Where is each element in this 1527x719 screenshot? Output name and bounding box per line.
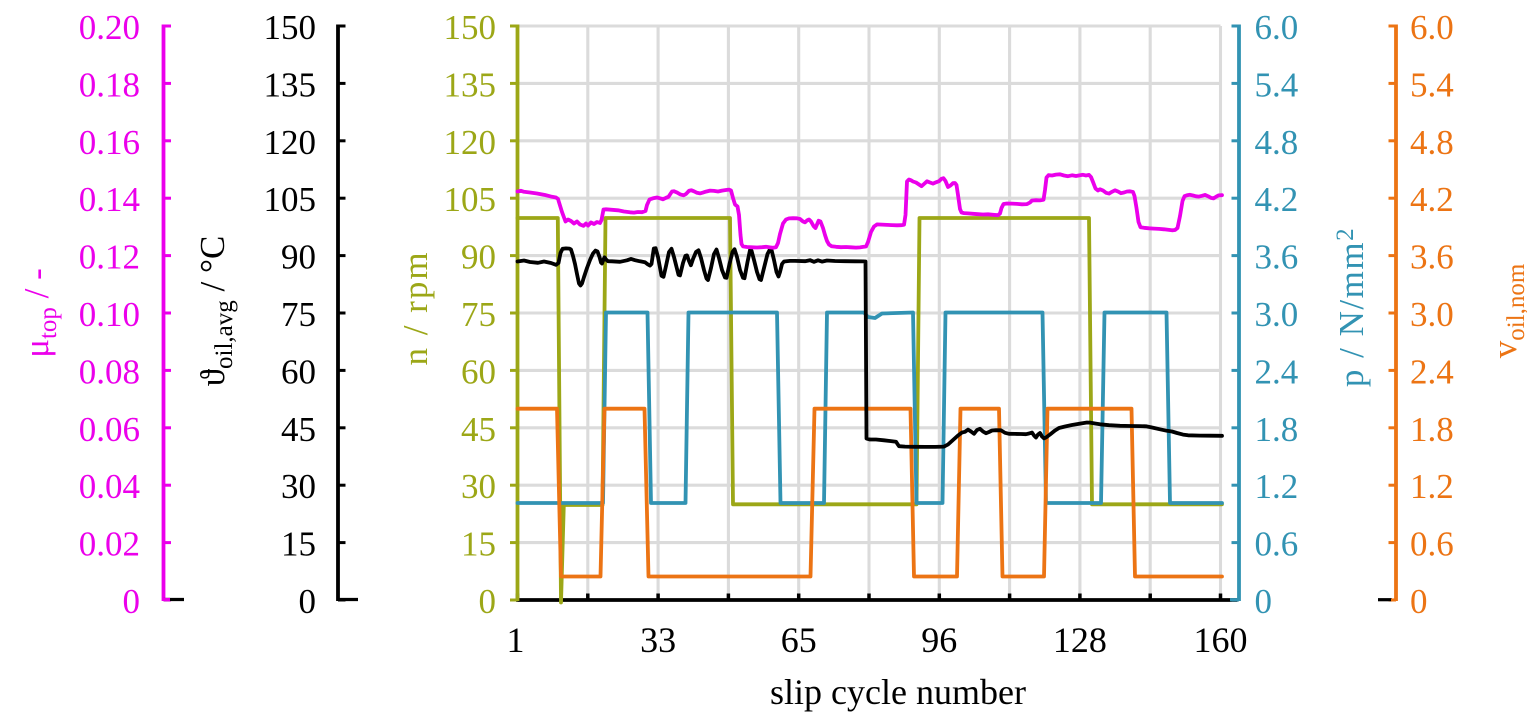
svg-text:75: 75	[281, 295, 316, 334]
svg-text:60: 60	[461, 352, 496, 391]
svg-text:30: 30	[461, 467, 496, 506]
svg-text:slip cycle number: slip cycle number	[770, 672, 1026, 712]
svg-text:150: 150	[444, 8, 497, 47]
svg-text:4.8: 4.8	[1255, 123, 1299, 162]
svg-text:0: 0	[299, 582, 317, 621]
svg-text:5.4: 5.4	[1410, 65, 1454, 104]
svg-text:33: 33	[640, 620, 676, 660]
svg-text:3.0: 3.0	[1255, 295, 1299, 334]
svg-text:120: 120	[264, 123, 317, 162]
svg-text:15: 15	[281, 525, 316, 564]
svg-text:6.0: 6.0	[1410, 8, 1454, 47]
svg-text:0.18: 0.18	[79, 65, 140, 104]
svg-text:1.8: 1.8	[1255, 410, 1299, 449]
svg-text:30: 30	[281, 467, 316, 506]
svg-text:0.14: 0.14	[79, 180, 140, 219]
svg-text:105: 105	[444, 180, 497, 219]
svg-text:1: 1	[507, 620, 525, 660]
svg-text:0.02: 0.02	[79, 525, 140, 564]
svg-text:0.6: 0.6	[1410, 525, 1454, 564]
svg-text:3.0: 3.0	[1410, 295, 1454, 334]
svg-text:0.20: 0.20	[79, 8, 140, 47]
svg-text:160: 160	[1194, 620, 1248, 660]
svg-text:4.2: 4.2	[1410, 180, 1454, 219]
svg-text:75: 75	[461, 295, 496, 334]
svg-text:p / N/mm2: p / N/mm2	[1332, 227, 1371, 387]
svg-text:105: 105	[264, 180, 317, 219]
svg-text:0.10: 0.10	[79, 295, 140, 334]
svg-text:60: 60	[281, 352, 316, 391]
svg-text:n / rpm: n / rpm	[396, 250, 435, 365]
svg-text:0: 0	[479, 582, 497, 621]
svg-text:135: 135	[264, 65, 317, 104]
svg-text:3.6: 3.6	[1410, 238, 1454, 277]
svg-text:1.2: 1.2	[1410, 467, 1454, 506]
svg-text:0.6: 0.6	[1255, 525, 1299, 564]
svg-text:4.8: 4.8	[1410, 123, 1454, 162]
svg-text:0.04: 0.04	[79, 467, 140, 506]
svg-text:65: 65	[781, 620, 817, 660]
svg-text:0.12: 0.12	[79, 238, 140, 277]
svg-text:6.0: 6.0	[1255, 8, 1299, 47]
svg-text:5.4: 5.4	[1255, 65, 1299, 104]
svg-text:0.06: 0.06	[79, 410, 140, 449]
svg-text:2.4: 2.4	[1255, 352, 1299, 391]
svg-text:120: 120	[444, 123, 497, 162]
svg-text:0: 0	[1410, 582, 1428, 621]
svg-text:0: 0	[123, 582, 141, 621]
svg-text:0.08: 0.08	[79, 352, 140, 391]
svg-text:45: 45	[461, 410, 496, 449]
svg-text:90: 90	[281, 238, 316, 277]
svg-text:15: 15	[461, 525, 496, 564]
svg-text:128: 128	[1053, 620, 1107, 660]
svg-text:90: 90	[461, 238, 496, 277]
svg-text:4.2: 4.2	[1255, 180, 1299, 219]
svg-text:0.16: 0.16	[79, 123, 140, 162]
svg-text:0: 0	[1255, 582, 1273, 621]
svg-text:2.4: 2.4	[1410, 352, 1454, 391]
svg-text:3.6: 3.6	[1255, 238, 1299, 277]
svg-text:96: 96	[921, 620, 957, 660]
svg-text:135: 135	[444, 65, 497, 104]
svg-text:150: 150	[264, 8, 317, 47]
svg-text:1.2: 1.2	[1255, 467, 1299, 506]
svg-text:45: 45	[281, 410, 316, 449]
svg-text:1.8: 1.8	[1410, 410, 1454, 449]
